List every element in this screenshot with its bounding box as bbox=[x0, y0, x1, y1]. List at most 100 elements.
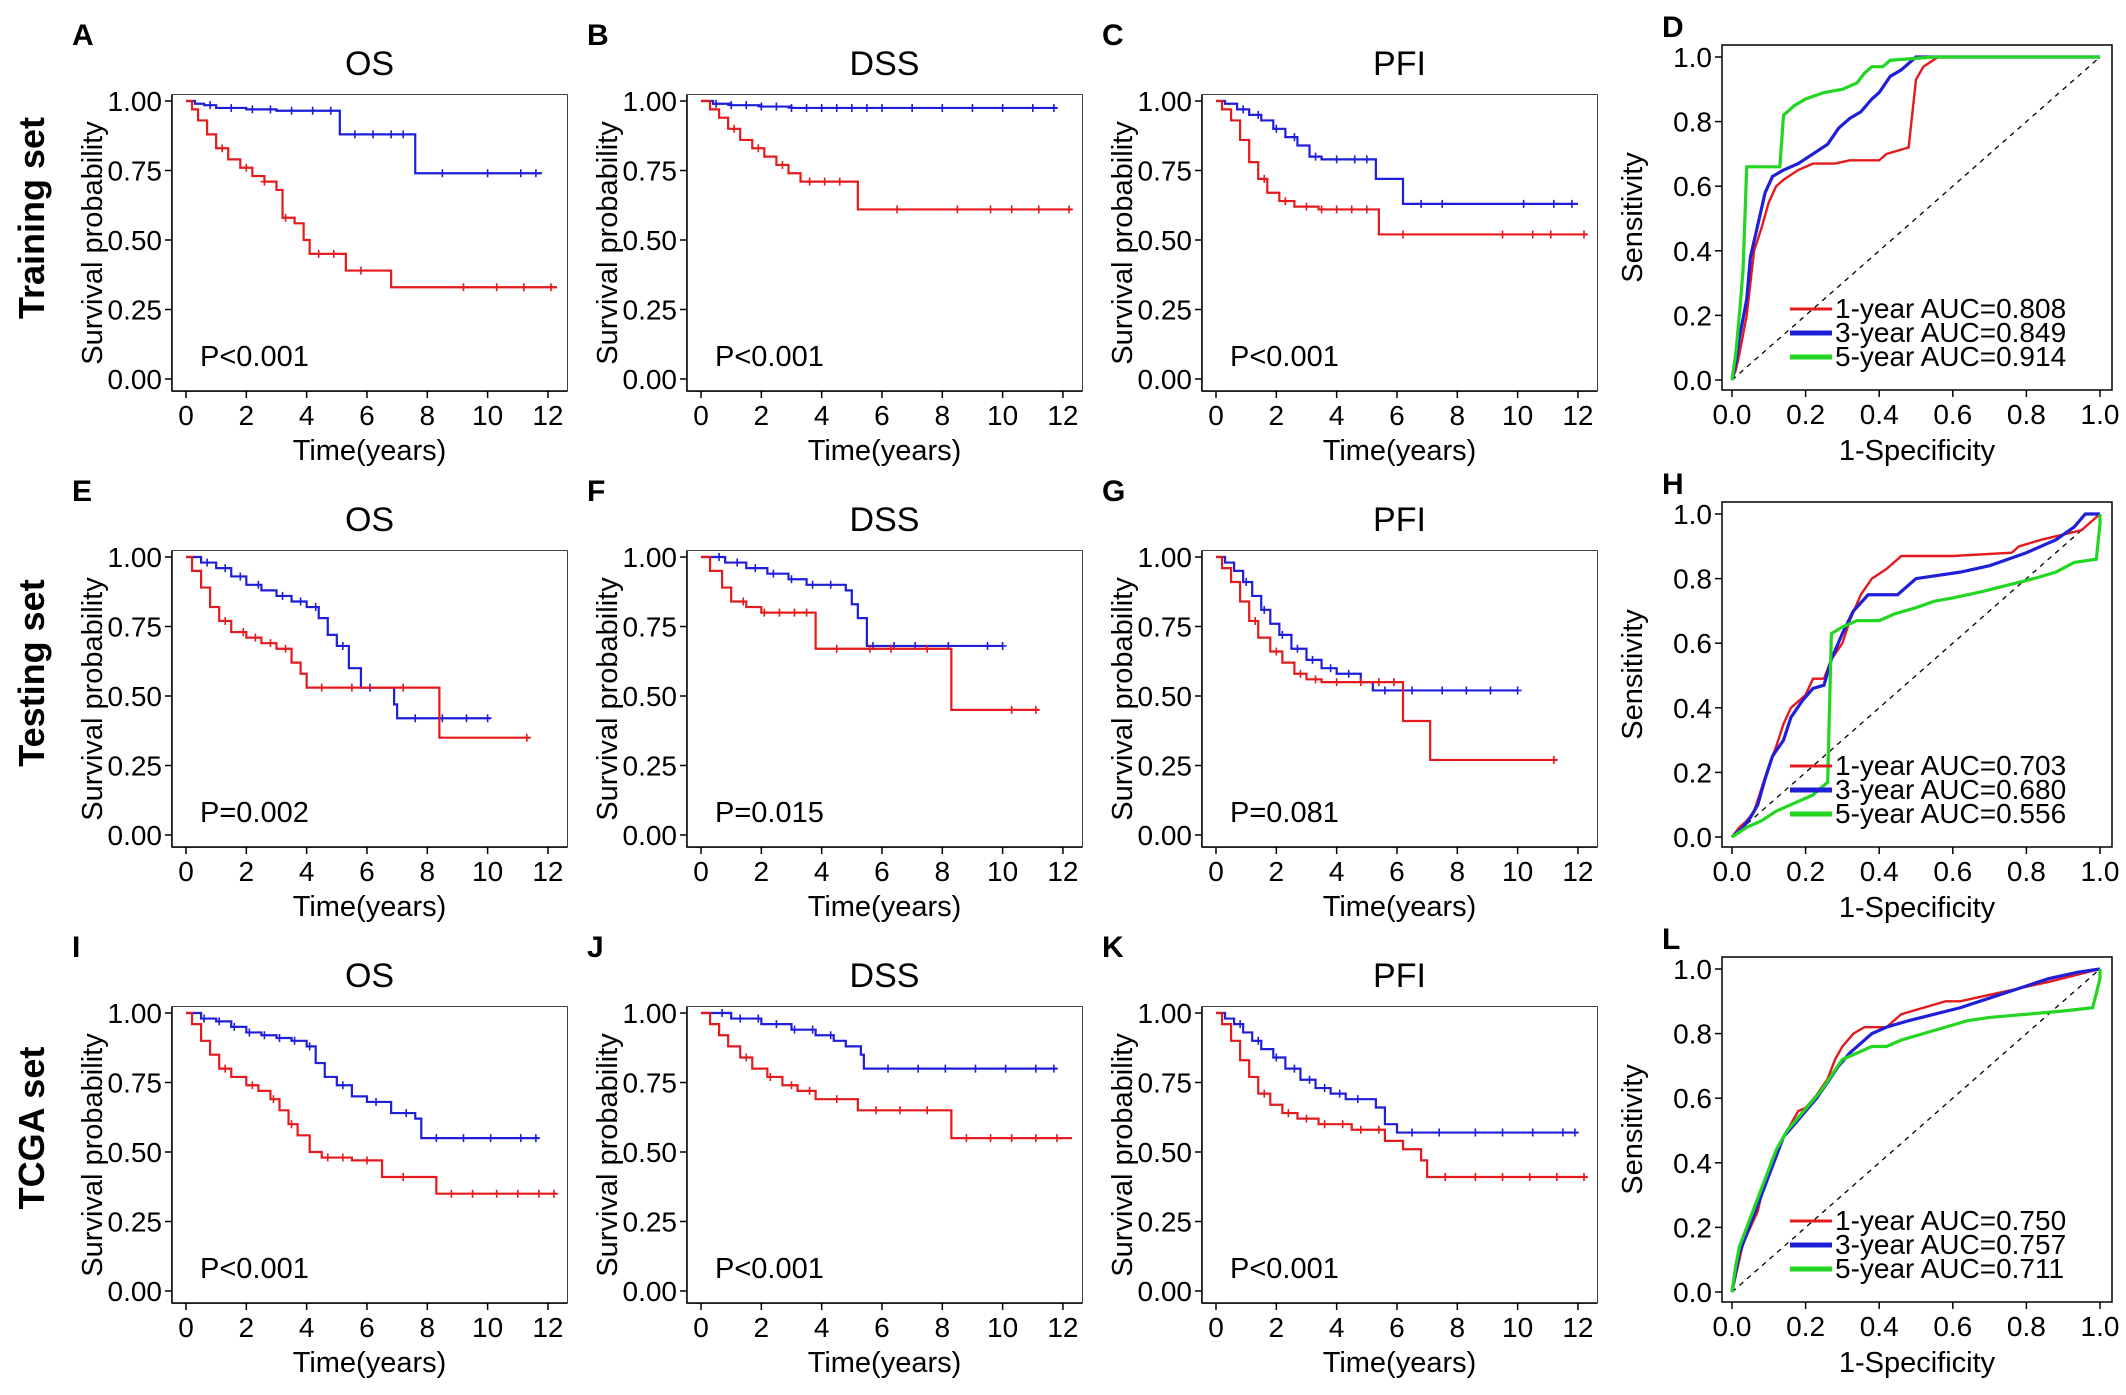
x-axis-label: 1-Specificity bbox=[1839, 892, 1996, 924]
censor-mark bbox=[1305, 1075, 1314, 1084]
x-tick-label: 0 bbox=[1208, 400, 1224, 431]
x-tick-label: 12 bbox=[1562, 400, 1593, 431]
censor-mark bbox=[1332, 205, 1341, 214]
censor-mark bbox=[1281, 197, 1290, 206]
x-tick-label: 2 bbox=[239, 400, 255, 431]
x-tick-label: 8 bbox=[420, 400, 436, 431]
x-tick-label: 6 bbox=[359, 400, 375, 431]
censor-mark bbox=[269, 1095, 278, 1104]
panel-letter: K bbox=[1102, 931, 1124, 964]
km-curve-high-risk bbox=[186, 99, 557, 292]
km-curve-low-risk bbox=[1216, 555, 1522, 695]
y-tick-label: 0.2 bbox=[1673, 1212, 1712, 1243]
censor-mark bbox=[1293, 644, 1302, 653]
x-tick-label: 8 bbox=[935, 1312, 951, 1343]
censor-mark bbox=[522, 733, 531, 742]
censor-mark bbox=[739, 597, 748, 606]
censor-mark bbox=[923, 644, 932, 653]
y-tick-label: 0.50 bbox=[623, 1137, 678, 1168]
censor-mark bbox=[248, 1081, 257, 1090]
censor-mark bbox=[305, 1042, 314, 1051]
censor-mark bbox=[1272, 124, 1281, 133]
y-axis-label: Survival probability bbox=[592, 1033, 624, 1277]
censor-mark bbox=[1374, 678, 1383, 687]
y-tick-label: 0.6 bbox=[1673, 1083, 1712, 1114]
y-tick-label: 1.00 bbox=[623, 998, 678, 1029]
y-tick-label: 0.4 bbox=[1673, 693, 1712, 724]
p-value: P=0.002 bbox=[200, 797, 309, 829]
panel-e: E OS 0 2 4 6 8 10 12 0.00 0.25 0.50 0.75 1.00 Time(yea… bbox=[72, 475, 568, 923]
censor-mark bbox=[1260, 174, 1269, 183]
plot-area bbox=[701, 99, 1073, 214]
row-label-tcga: TCGA set bbox=[11, 1047, 52, 1210]
censor-mark bbox=[486, 1134, 495, 1143]
censor-mark bbox=[1380, 686, 1389, 695]
censor-mark bbox=[865, 644, 874, 653]
censor-mark bbox=[1242, 578, 1251, 587]
y-tick-label: 0.75 bbox=[623, 1068, 678, 1099]
x-tick-label: 6 bbox=[874, 1312, 890, 1343]
censor-mark bbox=[1570, 1128, 1579, 1137]
km-curve-high-risk bbox=[701, 99, 1073, 214]
censor-mark bbox=[1362, 205, 1371, 214]
censor-mark bbox=[1362, 155, 1371, 164]
x-tick-label: 0 bbox=[693, 856, 709, 887]
censor-mark bbox=[254, 580, 263, 589]
y-tick-label: 0.50 bbox=[1138, 681, 1193, 712]
censor-mark bbox=[1236, 1020, 1245, 1029]
y-tick-label: 0.8 bbox=[1673, 107, 1712, 138]
censor-mark bbox=[260, 177, 269, 186]
panel-h: H 0.0 0.2 0.4 0.6 0.8 1.0 0.0 0.2 0.4 0.6 0.8 1.0 1-S… bbox=[1617, 468, 2119, 924]
km-step-line bbox=[701, 555, 1039, 711]
censor-mark bbox=[862, 103, 871, 112]
censor-mark bbox=[1350, 155, 1359, 164]
censor-mark bbox=[338, 1081, 347, 1090]
x-tick-label: 4 bbox=[299, 400, 315, 431]
censor-mark bbox=[1389, 678, 1398, 687]
censor-mark bbox=[877, 103, 886, 112]
censor-mark bbox=[736, 1014, 745, 1023]
chart-title: OS bbox=[345, 45, 394, 83]
plot-background bbox=[1202, 1007, 1597, 1303]
censor-mark bbox=[998, 103, 1007, 112]
censor-mark bbox=[1525, 1173, 1534, 1182]
censor-mark bbox=[1311, 675, 1320, 684]
censor-mark bbox=[1552, 1173, 1561, 1182]
x-tick-label: 4 bbox=[814, 856, 830, 887]
p-value: P=0.081 bbox=[1230, 797, 1339, 829]
censor-mark bbox=[1471, 1173, 1480, 1182]
y-tick-label: 0.75 bbox=[108, 156, 163, 187]
censor-mark bbox=[754, 1014, 763, 1023]
x-axis-label: Time(years) bbox=[1323, 891, 1477, 923]
km-step-line bbox=[701, 555, 1003, 648]
panel-letter: B bbox=[587, 19, 609, 52]
plot-background bbox=[687, 551, 1082, 847]
plot-area bbox=[1730, 55, 2101, 381]
y-axis-label: Sensitivity bbox=[1617, 609, 1649, 740]
x-tick-label: 0.2 bbox=[1786, 399, 1825, 430]
panel-letter: L bbox=[1662, 923, 1680, 956]
censor-mark bbox=[215, 1017, 224, 1026]
censor-mark bbox=[278, 591, 287, 600]
censor-mark bbox=[1435, 1128, 1444, 1137]
plot-area bbox=[1216, 555, 1558, 764]
y-axis-label: Survival probability bbox=[1107, 1033, 1139, 1277]
censor-mark bbox=[314, 249, 323, 258]
censor-mark bbox=[323, 1153, 332, 1162]
x-tick-label: 2 bbox=[754, 400, 770, 431]
censor-mark bbox=[549, 1189, 558, 1198]
censor-mark bbox=[766, 1072, 775, 1081]
censor-mark bbox=[338, 641, 347, 650]
legend-entry: 5-year AUC=0.556 bbox=[1835, 798, 2066, 829]
y-tick-label: 1.00 bbox=[623, 542, 678, 573]
censor-mark bbox=[1031, 1064, 1040, 1073]
x-axis-label: Time(years) bbox=[293, 435, 447, 467]
censor-mark bbox=[468, 1189, 477, 1198]
censor-mark bbox=[447, 1189, 456, 1198]
y-tick-label: 0.25 bbox=[108, 1207, 163, 1238]
km-curve-high-risk bbox=[186, 555, 531, 742]
x-tick-label: 0.8 bbox=[2007, 856, 2046, 887]
censor-mark bbox=[221, 616, 230, 625]
legend-entry: 5-year AUC=0.711 bbox=[1835, 1253, 2064, 1284]
